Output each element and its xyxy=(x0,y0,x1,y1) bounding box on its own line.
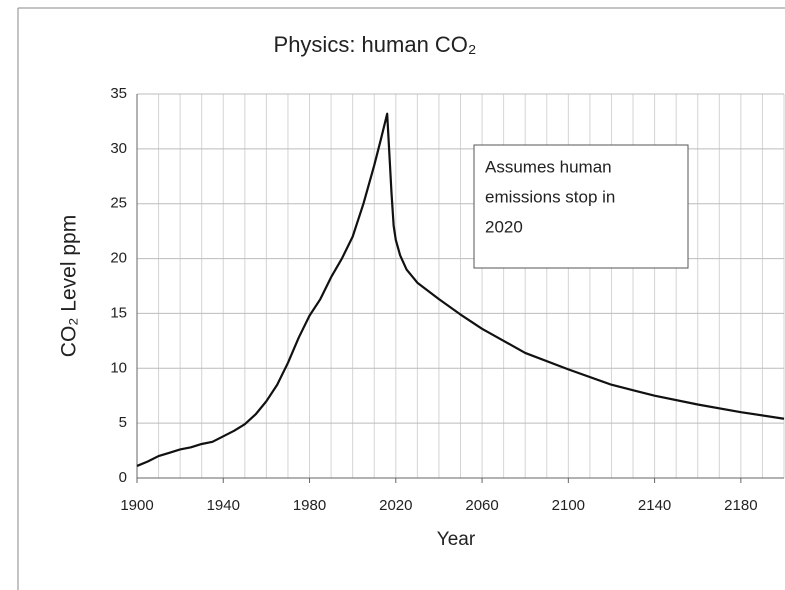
y-tick-label: 15 xyxy=(110,304,127,321)
y-tick-label: 30 xyxy=(110,140,127,157)
x-tick-label: 2100 xyxy=(552,497,585,514)
chart-title: Physics: human CO₂ xyxy=(274,32,477,57)
annotation-text: 2020 xyxy=(485,217,523,236)
y-axis-label: CO₂ Level ppm xyxy=(58,215,81,357)
y-tick-label: 5 xyxy=(119,414,127,431)
y-tick-label: 35 xyxy=(110,85,127,102)
x-axis-label: Year xyxy=(437,529,476,550)
x-tick-label: 2020 xyxy=(379,497,412,514)
y-tick-label: 0 xyxy=(119,469,127,486)
data-line xyxy=(136,112,785,467)
x-tick-label: 2060 xyxy=(465,497,498,514)
x-tick-label: 1940 xyxy=(207,497,240,514)
annotation-text: emissions stop in xyxy=(485,187,615,206)
y-tick-label: 20 xyxy=(110,250,127,267)
x-tick-label: 1900 xyxy=(120,497,153,514)
annotation-box xyxy=(473,144,689,269)
x-tick-label: 1980 xyxy=(293,497,326,514)
y-tick-label: 10 xyxy=(110,359,127,376)
annotation-text: Assumes human xyxy=(485,157,612,176)
x-tick-label: 2140 xyxy=(638,497,671,514)
y-tick-label: 25 xyxy=(110,195,127,212)
x-tick-label: 2180 xyxy=(724,497,757,514)
